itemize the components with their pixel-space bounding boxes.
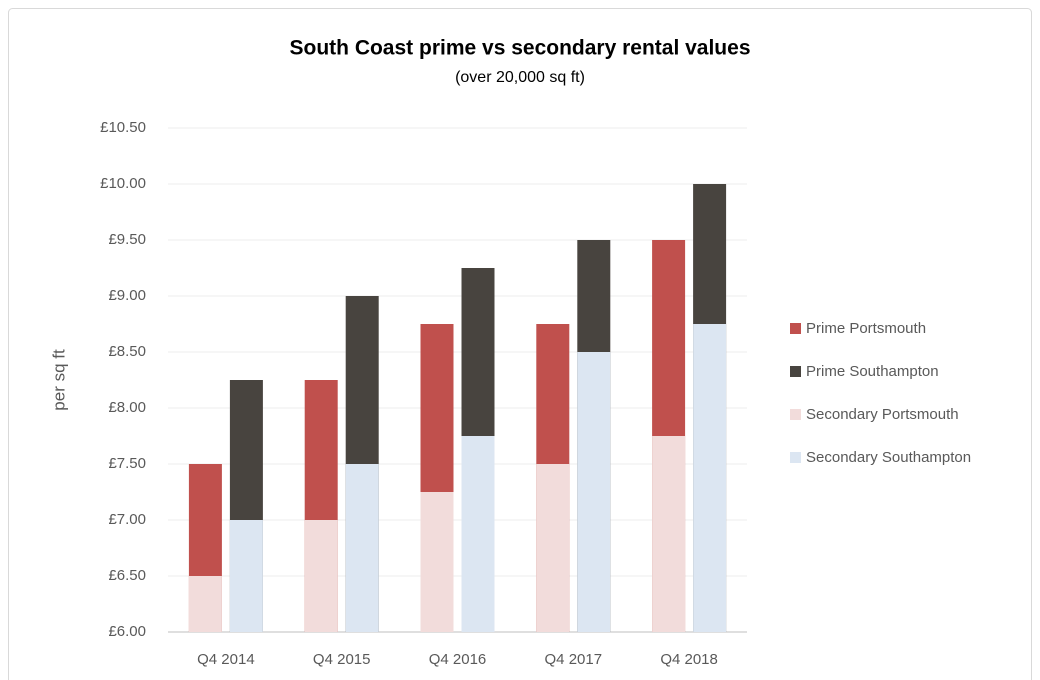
x-tick-label: Q4 2018: [660, 651, 718, 668]
chart-border: [8, 8, 1032, 680]
bar: [536, 464, 570, 632]
legend-swatch: [790, 366, 801, 377]
legend-label: Secondary Portsmouth: [806, 406, 959, 423]
legend-swatch: [790, 409, 801, 420]
legend-label: Secondary Southampton: [806, 449, 971, 466]
legend-label: Prime Southampton: [806, 363, 939, 380]
x-tick-label: Q4 2015: [313, 651, 371, 668]
y-tick-label: £9.00: [108, 287, 146, 304]
y-tick-label: £7.50: [108, 455, 146, 472]
x-tick-label: Q4 2014: [197, 651, 255, 668]
bar: [577, 352, 611, 632]
bar: [461, 436, 495, 632]
bar: [345, 464, 379, 632]
bar: [693, 324, 727, 632]
y-tick-label: £9.50: [108, 231, 146, 248]
bar: [420, 492, 454, 632]
y-tick-label: £10.00: [100, 175, 146, 192]
legend-swatch: [790, 323, 801, 334]
y-tick-label: £10.50: [100, 119, 146, 136]
x-tick-label: Q4 2017: [545, 651, 603, 668]
bar: [188, 576, 222, 632]
bar: [304, 520, 338, 632]
legend-swatch: [790, 452, 801, 463]
chart-subtitle: (over 20,000 sq ft): [455, 69, 585, 86]
y-tick-label: £6.00: [108, 623, 146, 640]
y-axis-label: per sq ft: [49, 349, 68, 411]
y-tick-label: £6.50: [108, 567, 146, 584]
x-tick-label: Q4 2016: [429, 651, 487, 668]
y-tick-label: £8.50: [108, 343, 146, 360]
bar: [229, 520, 263, 632]
chart-title: South Coast prime vs secondary rental va…: [290, 37, 751, 60]
bar: [652, 436, 686, 632]
legend-label: Prime Portsmouth: [806, 320, 926, 337]
y-tick-label: £7.00: [108, 511, 146, 528]
y-tick-label: £8.00: [108, 399, 146, 416]
